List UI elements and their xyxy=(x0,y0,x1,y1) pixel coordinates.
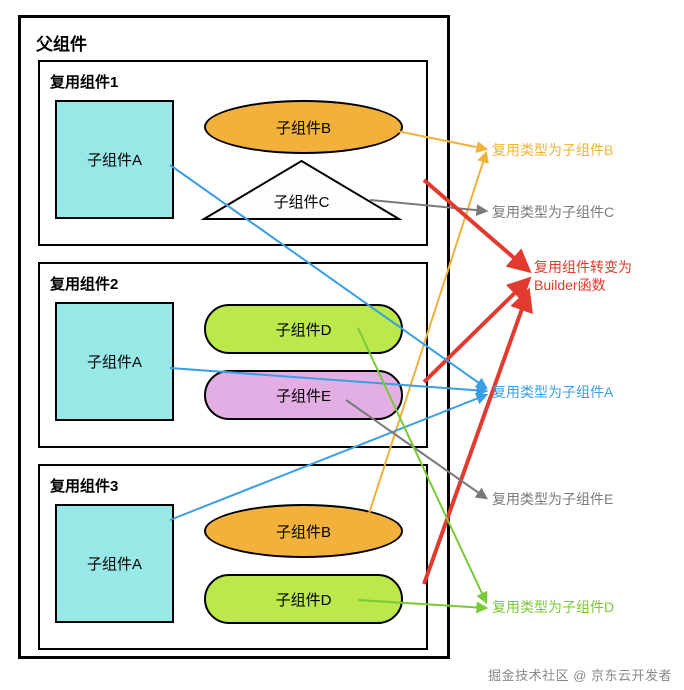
annotation-annD: 复用类型为子组件D xyxy=(492,598,614,616)
child-A2: 子组件A xyxy=(55,302,174,421)
annotation-annE: 复用类型为子组件E xyxy=(492,490,613,508)
child-D3: 子组件D xyxy=(204,574,403,624)
child-A3: 子组件A xyxy=(55,504,174,623)
child-D2-label: 子组件D xyxy=(276,319,332,340)
annotation-annBuilder: 复用组件转变为 Builder函数 xyxy=(534,258,632,294)
child-B3: 子组件B xyxy=(204,504,403,558)
child-B3-label: 子组件B xyxy=(276,521,331,542)
child-E2-label: 子组件E xyxy=(276,385,331,406)
child-B1-label: 子组件B xyxy=(276,117,331,138)
child-B1: 子组件B xyxy=(204,100,403,154)
child-A3-label: 子组件A xyxy=(87,553,142,574)
reuse-component-title-3: 复用组件3 xyxy=(50,475,118,496)
child-A2-label: 子组件A xyxy=(87,351,142,372)
child-A1: 子组件A xyxy=(55,100,174,219)
reuse-component-title-1: 复用组件1 xyxy=(50,71,118,92)
watermark-text: 掘金技术社区 @ 京东云开发者 xyxy=(488,665,672,684)
annotation-annB: 复用类型为子组件B xyxy=(492,141,613,159)
child-A1-label: 子组件A xyxy=(87,149,142,170)
child-E2: 子组件E xyxy=(204,370,403,420)
child-D3-label: 子组件D xyxy=(276,589,332,610)
annotation-annA: 复用类型为子组件A xyxy=(492,383,613,401)
annotation-annC: 复用类型为子组件C xyxy=(492,203,614,221)
child-D2: 子组件D xyxy=(204,304,403,354)
diagram-canvas: 父组件 复用组件1 复用组件2 复用组件3 子组件A 子组件B 子组件A 子组件D 子组件E… xyxy=(0,0,684,690)
parent-component-title: 父组件 xyxy=(36,30,87,55)
reuse-component-title-2: 复用组件2 xyxy=(50,273,118,294)
